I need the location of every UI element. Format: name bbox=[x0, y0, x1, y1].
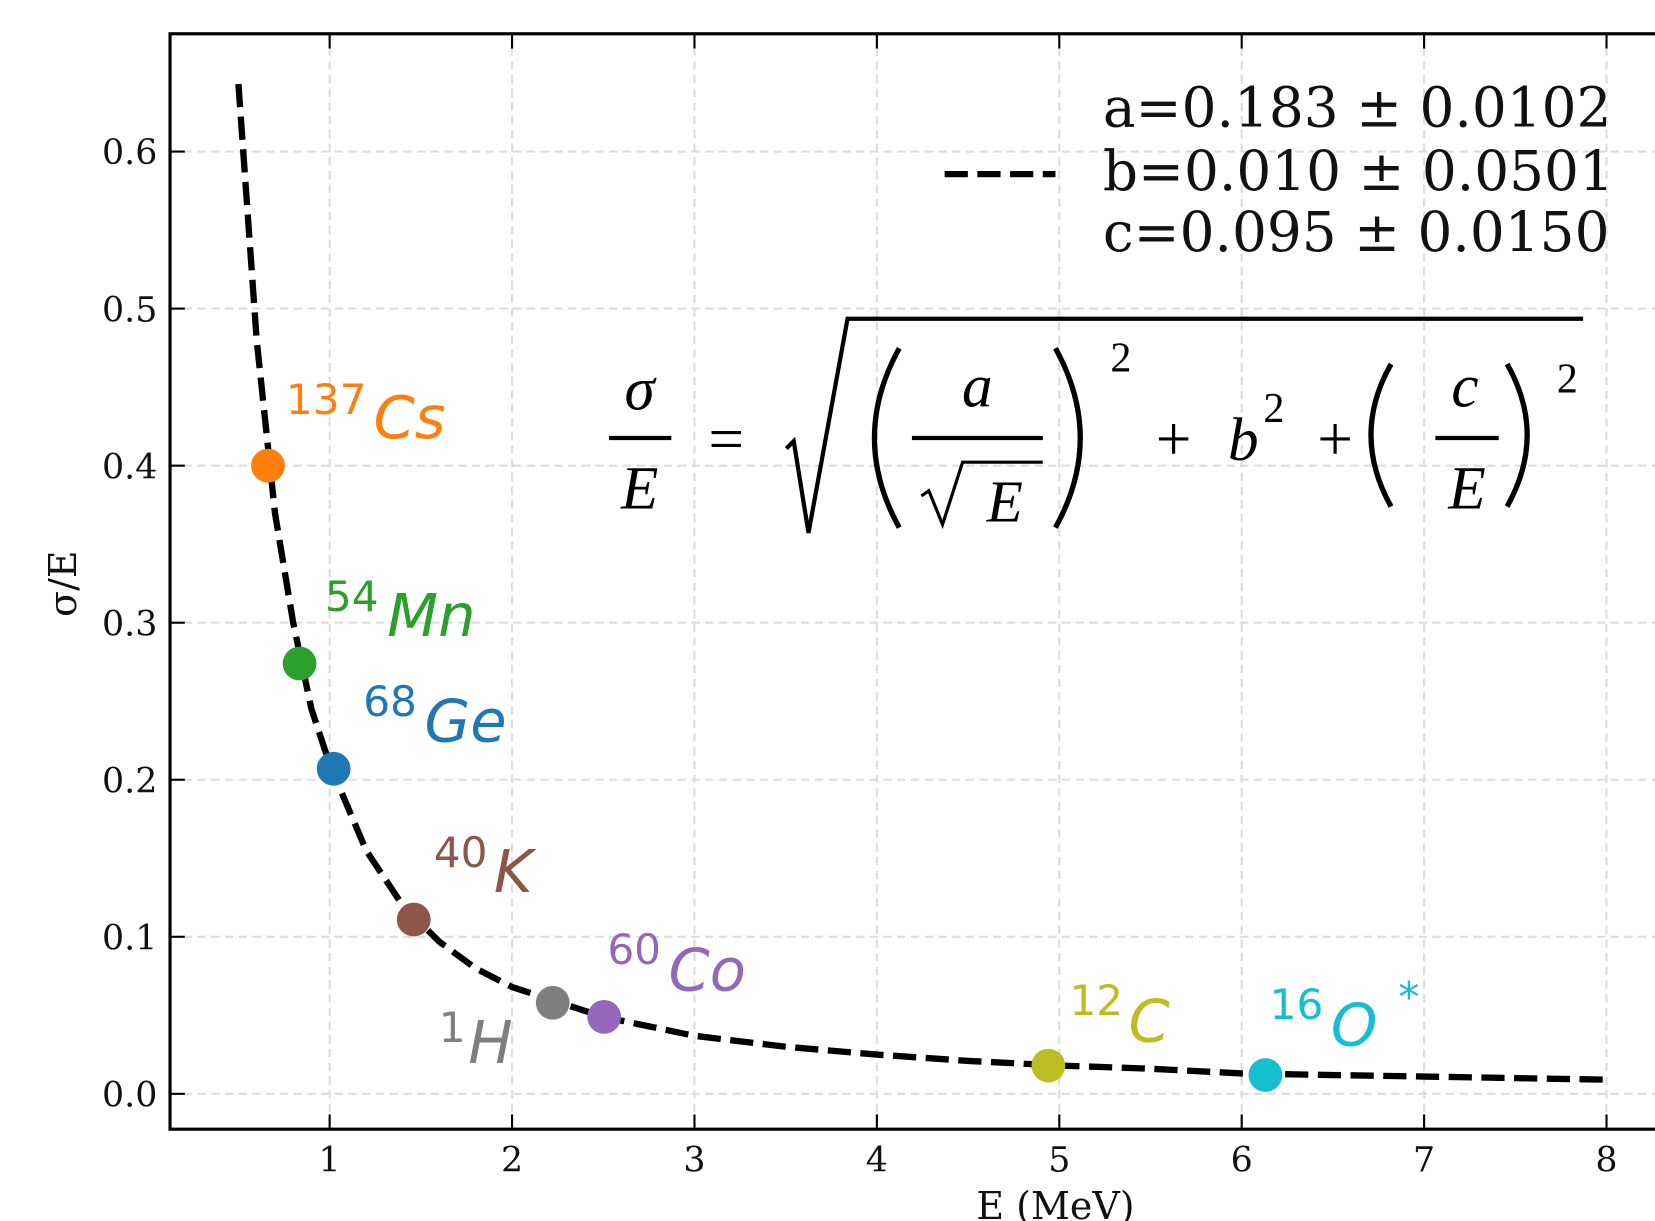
isotope-symbol: Ge bbox=[424, 686, 506, 755]
isotope-mass: 60 bbox=[607, 925, 661, 974]
isotope-symbol: Cs bbox=[374, 383, 446, 452]
radical bbox=[920, 460, 1043, 530]
legend-label: c=0.095 ± 0.0150 bbox=[1103, 200, 1610, 264]
isotope-symbol: Co bbox=[669, 936, 746, 1005]
y-tick-label: 0.6 bbox=[102, 133, 157, 173]
isotope-mass: 68 bbox=[363, 677, 417, 726]
y-tick-label: 0.4 bbox=[102, 447, 157, 487]
isotope-suffix: * bbox=[1398, 973, 1419, 1022]
paren bbox=[871, 346, 902, 529]
y-tick-label: 0.3 bbox=[102, 604, 157, 644]
radical bbox=[784, 316, 1584, 534]
x-tick-label: 5 bbox=[1048, 1140, 1070, 1180]
data-point bbox=[282, 646, 317, 681]
isotope-mass: 12 bbox=[1069, 976, 1123, 1025]
isotope-mass: 137 bbox=[286, 375, 367, 424]
x-axis-label: E (MeV) bbox=[976, 1184, 1134, 1221]
grid bbox=[170, 33, 1655, 1130]
plot-frame bbox=[168, 32, 1655, 1131]
isotope-symbol: O bbox=[1331, 990, 1378, 1059]
isotope-mass: 1 bbox=[439, 1003, 466, 1052]
isotope-symbol: Mn bbox=[387, 581, 475, 650]
data-point bbox=[396, 902, 431, 937]
data-point bbox=[587, 1000, 622, 1034]
formula-text: σ bbox=[625, 355, 658, 423]
formula-text: = bbox=[708, 404, 744, 474]
x-tick-label: 6 bbox=[1231, 1140, 1253, 1180]
isotope-symbol: H bbox=[468, 1008, 512, 1077]
x-tick-label: 4 bbox=[866, 1140, 888, 1180]
legend-label: b=0.010 ± 0.0501 bbox=[1103, 139, 1614, 203]
formula-text: 2 bbox=[1263, 385, 1284, 432]
formula-text: c bbox=[1451, 352, 1478, 420]
isotope-mass: 40 bbox=[434, 828, 488, 877]
x-tick-label: 7 bbox=[1413, 1140, 1435, 1180]
x-tick-label: 3 bbox=[683, 1140, 705, 1180]
isotope-symbol: C bbox=[1129, 986, 1171, 1055]
x-tick-label: 1 bbox=[319, 1140, 341, 1180]
legend-label: a=0.183 ± 0.0102 bbox=[1103, 76, 1612, 140]
formula-text: a bbox=[962, 352, 993, 420]
formula-text: 2 bbox=[1110, 334, 1131, 381]
paren bbox=[1053, 346, 1083, 529]
formula-text: + bbox=[1317, 404, 1353, 474]
data-point bbox=[1248, 1058, 1283, 1092]
y-axis-label: σ/E bbox=[41, 550, 85, 616]
formula-text: E bbox=[1447, 455, 1485, 523]
formula-text: E bbox=[986, 468, 1023, 534]
x-tick-label: 8 bbox=[1595, 1140, 1617, 1180]
isotope-mass: 16 bbox=[1270, 980, 1324, 1029]
data-point bbox=[316, 751, 351, 786]
formula-text: + bbox=[1156, 404, 1192, 474]
formula: σ E = a E 2 + b 2 + c E 2 bbox=[609, 316, 1584, 534]
formula-text: b bbox=[1228, 406, 1259, 474]
isotope-symbol: K bbox=[494, 837, 537, 906]
data-point bbox=[251, 448, 285, 483]
paren bbox=[1368, 362, 1394, 508]
paren bbox=[1504, 362, 1530, 508]
x-tick-label: 2 bbox=[501, 1140, 523, 1180]
y-tick-label: 0.0 bbox=[102, 1076, 157, 1116]
y-tick-label: 0.1 bbox=[102, 918, 157, 958]
y-tick-label: 0.2 bbox=[102, 761, 157, 801]
isotope-mass: 54 bbox=[325, 572, 379, 621]
data-point bbox=[1031, 1048, 1066, 1083]
y-tick-label: 0.5 bbox=[102, 290, 157, 330]
formula-text: 2 bbox=[1557, 356, 1578, 403]
data-point bbox=[535, 985, 570, 1020]
formula-text: E bbox=[620, 455, 658, 523]
